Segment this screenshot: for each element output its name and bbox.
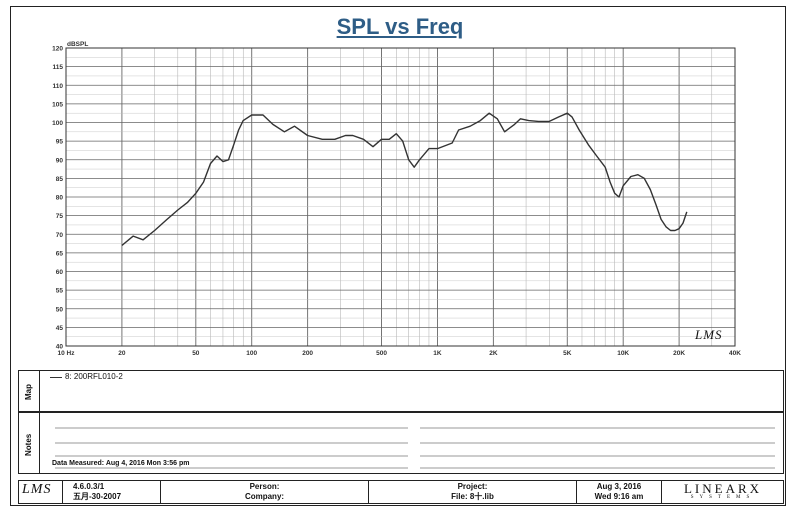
file-label: File: 8十.lib xyxy=(451,492,494,501)
map-label-cell xyxy=(18,370,40,412)
y-tick-label: 75 xyxy=(56,213,64,220)
version-date: 五月-30-2007 xyxy=(73,492,122,501)
y-tick-label: 70 xyxy=(56,232,64,239)
y-tick-label: 40 xyxy=(56,344,64,351)
axis-labels: 120 115 110 105 100 95 90 85 80 75 70 65 60 55 50 45 40 d… xyxy=(52,41,741,357)
x-tick-label: 10K xyxy=(617,350,629,357)
footer-time: Wed 9:16 am xyxy=(594,492,644,501)
notes-label-cell xyxy=(18,412,40,474)
grid xyxy=(65,47,736,347)
notes-label: Notes xyxy=(24,433,33,456)
y-tick-label: 120 xyxy=(52,46,63,53)
x-tick-label: 20K xyxy=(673,350,685,357)
x-tick-label: 50 xyxy=(192,350,200,357)
brand-logo: LINEARX xyxy=(683,481,763,496)
y-tick-label: 50 xyxy=(56,306,64,313)
legend-swatch xyxy=(50,377,62,378)
x-tick-label: 500 xyxy=(376,350,387,357)
y-tick-label: 105 xyxy=(52,101,63,108)
plot-border xyxy=(65,47,736,347)
legend-entry: 8: 200RFL010-2 xyxy=(65,372,123,381)
x-tick-label: 20 xyxy=(118,350,126,357)
project-cell: Project: File: 8十.lib xyxy=(368,480,576,504)
footer-lms-logo: LMS xyxy=(22,482,52,497)
company-label: Company: xyxy=(244,492,285,501)
lms-plot-mark: LMS xyxy=(695,327,723,342)
footer-date: Aug 3, 2016 xyxy=(596,482,642,491)
person-label: Person: xyxy=(249,482,280,491)
map-label: Map xyxy=(24,384,33,400)
series-line xyxy=(121,112,688,246)
y-tick-label: 110 xyxy=(53,83,64,90)
x-tick-label: 1K xyxy=(433,350,442,357)
y-axis-label: dBSPL xyxy=(67,41,88,48)
project-label: Project: xyxy=(457,482,488,491)
y-tick-label: 55 xyxy=(56,288,64,295)
y-tick-label: 95 xyxy=(56,139,64,146)
y-tick-label: 65 xyxy=(56,250,64,257)
x-tick-label: 200 xyxy=(302,350,313,357)
y-tick-label: 115 xyxy=(53,64,64,71)
date-measured: Data Measured: Aug 4, 2016 Mon 3:56 pm xyxy=(52,460,190,467)
chart-title: SPL vs Freq xyxy=(336,14,464,39)
x-tick-label: 2K xyxy=(489,350,498,357)
brand-cell: LINEARX SYSTEMS xyxy=(661,480,784,504)
y-tick-label: 100 xyxy=(52,120,63,127)
brand-sub: SYSTEMS xyxy=(690,495,756,500)
x-tick-label: 10 Hz xyxy=(58,350,76,357)
y-tick-label: 85 xyxy=(56,176,64,183)
y-tick-label: 90 xyxy=(56,157,64,164)
version-cell: 4.6.0.3/1 五月-30-2007 xyxy=(62,480,160,504)
series-lines xyxy=(121,112,688,246)
x-tick-label: 100 xyxy=(246,350,257,357)
person-cell: Person: Company: xyxy=(160,480,368,504)
y-tick-label: 80 xyxy=(56,195,64,202)
datetime-cell: Aug 3, 2016 Wed 9:16 am xyxy=(576,480,661,504)
x-tick-label: 5K xyxy=(563,350,572,357)
page-frame xyxy=(10,6,786,506)
map-panel xyxy=(18,370,784,412)
y-tick-label: 45 xyxy=(56,325,64,332)
x-tick-label: 40K xyxy=(729,350,741,357)
footer-bar xyxy=(18,480,784,504)
version-number: 4.6.0.3/1 xyxy=(73,482,105,491)
y-tick-label: 60 xyxy=(56,269,64,276)
